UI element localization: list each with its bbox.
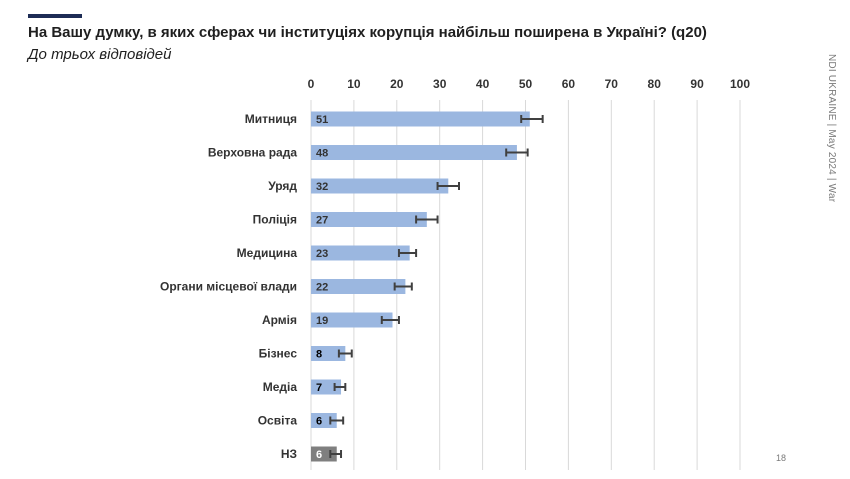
x-tick-label: 40 xyxy=(476,77,490,91)
x-tick-label: 80 xyxy=(648,77,662,91)
side-label: NDI UKRAINE | May 2024 | War xyxy=(826,54,837,203)
category-label: Освіта xyxy=(258,414,298,428)
bar xyxy=(311,145,517,160)
page-title: На Вашу думку, в яких сферах чи інституц… xyxy=(28,24,707,41)
x-tick-label: 100 xyxy=(730,77,750,91)
bar-value-label: 27 xyxy=(316,215,328,227)
bar xyxy=(311,312,393,328)
bar-value-label: 32 xyxy=(316,181,328,193)
x-tick-label: 0 xyxy=(308,77,315,91)
x-tick-label: 50 xyxy=(519,77,533,91)
category-label: Уряд xyxy=(268,179,297,193)
bar-value-label: 6 xyxy=(316,449,322,461)
category-label: Медицина xyxy=(237,246,298,260)
x-tick-label: 20 xyxy=(390,77,404,91)
page-number: 18 xyxy=(776,453,787,463)
category-label: Медіа xyxy=(263,380,298,394)
page-subtitle: До трьох відповідей xyxy=(28,46,172,63)
bar-value-label: 6 xyxy=(316,416,322,428)
top-accent-rule xyxy=(28,14,82,18)
x-tick-label: 90 xyxy=(690,77,704,91)
category-label: Армія xyxy=(262,313,297,327)
bar-value-label: 48 xyxy=(316,148,328,160)
category-label: Органи місцевої влади xyxy=(160,280,297,294)
bar-value-label: 19 xyxy=(316,315,328,327)
bar xyxy=(311,212,427,227)
category-label: Митниця xyxy=(245,112,297,126)
bar xyxy=(311,379,342,395)
bar xyxy=(311,346,346,361)
bar-value-label: 23 xyxy=(316,248,328,260)
x-tick-label: 70 xyxy=(605,77,619,91)
category-label: НЗ xyxy=(281,447,297,461)
category-label: Поліція xyxy=(253,213,297,227)
bar-value-label: 7 xyxy=(316,382,322,394)
bar xyxy=(311,245,410,261)
x-tick-label: 10 xyxy=(347,77,361,91)
category-label: Верховна рада xyxy=(208,146,297,160)
bar-value-label: 8 xyxy=(316,349,322,361)
x-tick-label: 60 xyxy=(562,77,576,91)
bar-value-label: 51 xyxy=(316,114,328,126)
bar-value-label: 22 xyxy=(316,282,328,294)
bar xyxy=(311,279,406,294)
bar xyxy=(311,178,449,194)
x-tick-label: 30 xyxy=(433,77,447,91)
category-label: Бізнес xyxy=(259,347,298,361)
bar xyxy=(311,111,530,127)
